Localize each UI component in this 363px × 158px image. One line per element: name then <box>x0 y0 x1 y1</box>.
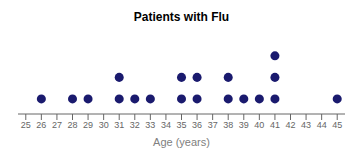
svg-text:32: 32 <box>130 120 140 130</box>
svg-text:26: 26 <box>36 120 46 130</box>
svg-text:30: 30 <box>99 120 109 130</box>
svg-text:44: 44 <box>317 120 327 130</box>
svg-text:29: 29 <box>83 120 93 130</box>
svg-text:36: 36 <box>192 120 202 130</box>
svg-text:34: 34 <box>161 120 171 130</box>
svg-text:28: 28 <box>67 120 77 130</box>
svg-text:40: 40 <box>254 120 264 130</box>
svg-text:31: 31 <box>114 120 124 130</box>
svg-text:25: 25 <box>21 120 31 130</box>
html-text:Patients with Flu: Patients with Flu <box>133 10 230 24</box>
svg-text:41: 41 <box>270 120 280 130</box>
svg-text:43: 43 <box>301 120 311 130</box>
svg-text:37: 37 <box>208 120 218 130</box>
svg-text:27: 27 <box>52 120 62 130</box>
svg-text:45: 45 <box>332 120 342 130</box>
svg-text:Age (years): Age (years) <box>153 136 210 148</box>
svg-text:33: 33 <box>145 120 155 130</box>
svg-text:35: 35 <box>176 120 186 130</box>
svg-text:38: 38 <box>223 120 233 130</box>
svg-text:39: 39 <box>239 120 249 130</box>
svg-text:42: 42 <box>285 120 295 130</box>
